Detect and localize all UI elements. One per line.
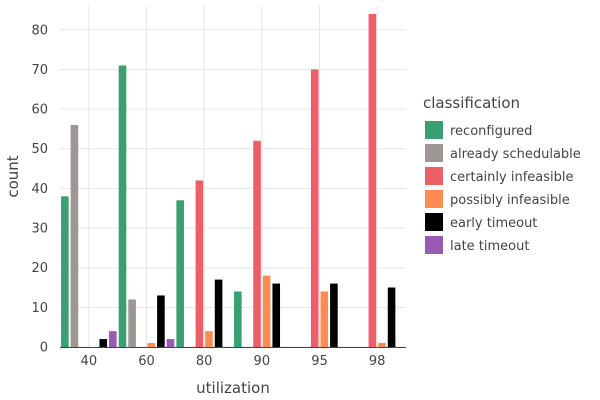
legend-label: reconfigured xyxy=(450,124,532,139)
bar xyxy=(253,140,261,347)
bar xyxy=(272,283,281,347)
bar xyxy=(128,299,136,347)
bar xyxy=(368,13,377,347)
bar xyxy=(234,291,242,347)
x-tick-label: 80 xyxy=(196,354,213,369)
bar xyxy=(147,343,156,347)
y-tick-label: 0 xyxy=(40,341,48,356)
y-tick-label: 50 xyxy=(31,142,48,157)
x-tick-label: 60 xyxy=(138,354,155,369)
bar xyxy=(378,343,386,347)
legend-label: certainly infeasible xyxy=(450,170,573,185)
bar xyxy=(99,339,108,347)
y-axis-title: count xyxy=(4,155,22,197)
y-tick-label: 70 xyxy=(31,63,48,78)
legend-swatch xyxy=(425,121,443,139)
bar xyxy=(109,331,117,347)
bar xyxy=(118,65,127,347)
legend: classification reconfigured already sched… xyxy=(423,94,581,254)
x-tick-labels: 40 60 80 90 95 98 xyxy=(81,354,386,369)
x-tick-label: 40 xyxy=(81,354,98,369)
x-tick-label: 95 xyxy=(311,354,328,369)
grid xyxy=(60,6,406,348)
bar xyxy=(61,196,69,347)
bar xyxy=(320,291,329,347)
y-tick-label: 80 xyxy=(31,23,48,38)
bar xyxy=(70,124,79,347)
bar xyxy=(195,180,204,347)
y-tick-label: 40 xyxy=(31,182,48,197)
legend-label: already schedulable xyxy=(450,147,581,162)
bar xyxy=(205,331,213,347)
bar xyxy=(387,287,396,347)
x-tick-label: 90 xyxy=(254,354,271,369)
bar xyxy=(214,279,223,347)
bars xyxy=(61,13,396,347)
bar xyxy=(262,275,271,347)
y-tick-label: 30 xyxy=(31,222,48,237)
x-tick-label: 98 xyxy=(369,354,386,369)
bar xyxy=(157,295,165,347)
y-tick-label: 60 xyxy=(31,103,48,118)
bar xyxy=(310,69,319,347)
legend-label: late timeout xyxy=(450,239,529,254)
x-axis-title: utilization xyxy=(196,379,270,397)
bar xyxy=(176,200,184,347)
y-tick-labels: 0 10 20 30 40 50 60 70 80 xyxy=(31,23,48,355)
legend-label: early timeout xyxy=(450,216,537,231)
legend-label: possibly infeasible xyxy=(450,193,570,208)
legend-swatch xyxy=(425,236,443,254)
legend-swatch xyxy=(425,190,443,208)
bar xyxy=(330,283,338,347)
legend-swatch xyxy=(425,213,443,231)
legend-swatch xyxy=(425,167,443,185)
legend-swatch xyxy=(425,144,443,162)
bar xyxy=(166,339,175,347)
y-tick-label: 20 xyxy=(31,261,48,276)
y-tick-label: 10 xyxy=(31,301,48,316)
legend-title: classification xyxy=(423,94,520,112)
